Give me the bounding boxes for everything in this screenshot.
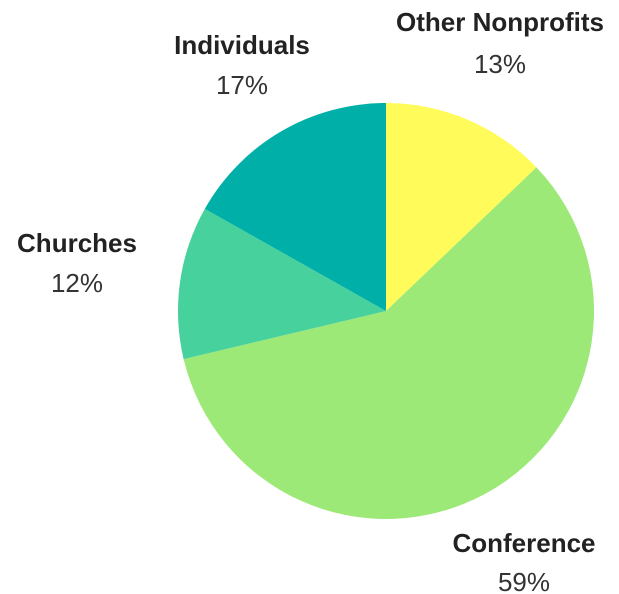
slice-value-churches: 12% xyxy=(51,268,103,298)
slice-value-individuals: 17% xyxy=(216,70,268,100)
slices-layer xyxy=(177,103,594,520)
slice-label-individuals: Individuals xyxy=(174,30,310,60)
labels-layer: Other Nonprofits 13% Conference 59% Chur… xyxy=(17,7,604,594)
pie-slice-individuals xyxy=(204,103,386,311)
slice-value-other-nonprofits: 13% xyxy=(474,49,526,79)
pie-slice-conference xyxy=(183,167,594,520)
pie-slice-other-nonprofits xyxy=(386,103,537,311)
slice-label-churches: Churches xyxy=(17,228,137,258)
slice-label-other-nonprofits: Other Nonprofits xyxy=(396,7,604,37)
pie-slice-churches xyxy=(177,208,386,360)
slice-label-conference: Conference xyxy=(452,528,595,558)
slice-value-conference: 59% xyxy=(498,567,550,594)
